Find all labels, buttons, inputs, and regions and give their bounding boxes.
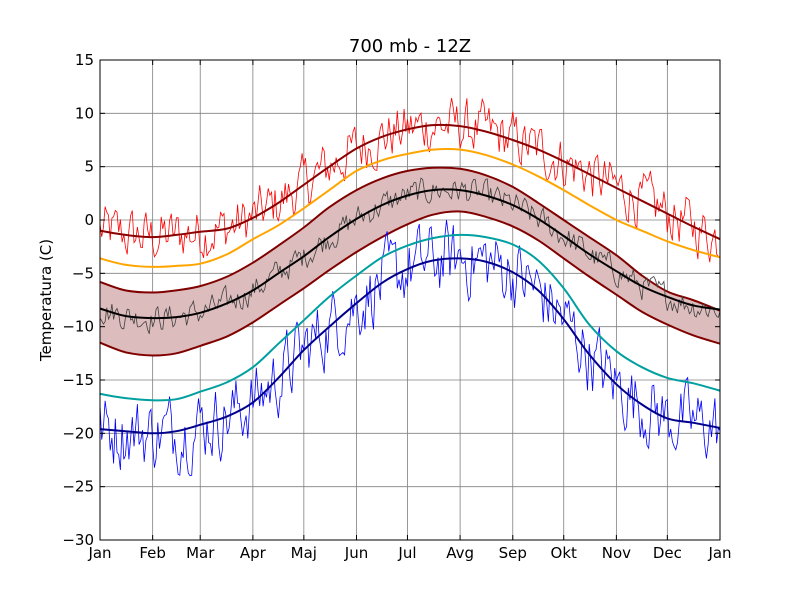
daily-series-line	[99, 220, 721, 477]
y-tick-label: 0	[84, 211, 94, 229]
series-line	[99, 257, 721, 435]
x-tick-label: Sep	[499, 544, 527, 562]
x-tick-label: Okt	[551, 544, 577, 562]
x-tick-label: Feb	[139, 544, 166, 562]
daily-series-line	[99, 97, 721, 263]
chart-title: 700 mb - 12Z	[349, 36, 471, 57]
y-tick-label: −25	[62, 478, 94, 496]
smoothed-series	[99, 123, 721, 435]
y-tick-label: −10	[62, 318, 94, 336]
x-tick-label: Dec	[653, 544, 682, 562]
series-line	[99, 188, 721, 320]
x-tick-label: Jun	[344, 544, 368, 562]
normal-range-band	[99, 166, 721, 357]
series-line	[99, 148, 721, 268]
series-line	[99, 233, 721, 402]
y-tick-label: −30	[62, 531, 94, 549]
series-line	[99, 123, 721, 241]
x-tick-label: Mar	[186, 544, 215, 562]
y-tick-label: 10	[75, 104, 94, 122]
plot-frame	[99, 59, 721, 541]
y-tick-label: 5	[84, 158, 94, 176]
daily-series	[99, 97, 721, 477]
y-tick-label: −5	[72, 264, 94, 282]
x-tick-label: Avg	[446, 544, 474, 562]
y-tick-label: −20	[62, 424, 94, 442]
daily-series-line	[99, 177, 721, 334]
x-tick-label: Jan	[87, 544, 111, 562]
x-tick-label: Nov	[602, 544, 631, 562]
x-tick-label: Jan	[707, 544, 731, 562]
band-upper-line	[99, 166, 721, 312]
y-tick-label: 15	[75, 51, 94, 69]
x-tick-label: Maj	[291, 544, 317, 562]
y-axis-label: Temperatura (C)	[37, 239, 55, 362]
x-tick-label: Apr	[240, 544, 267, 562]
band-fill	[100, 167, 720, 356]
y-tick-label: −15	[62, 371, 94, 389]
axis-ticks: Jan Feb Mar Apr Maj Jun Jul Avg Sep Okt Nov Dec Jan 1…	[62, 51, 731, 562]
band-lower-line	[99, 210, 721, 357]
x-tick-label: Jul	[397, 544, 416, 562]
